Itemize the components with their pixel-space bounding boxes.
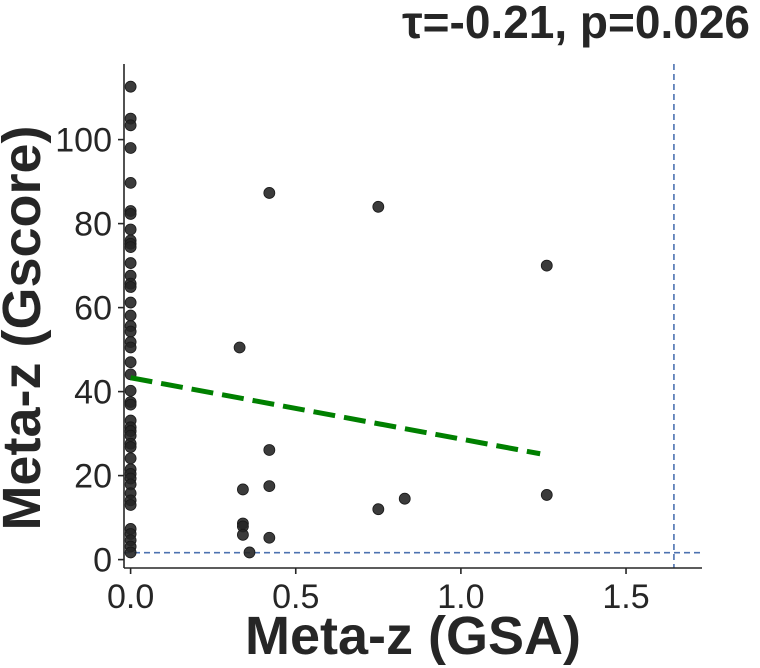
y-axis-title: Meta-z (Gscore) bbox=[0, 125, 52, 530]
y-tick-label: 0 bbox=[93, 542, 112, 580]
data-point bbox=[263, 444, 276, 456]
data-point bbox=[124, 257, 137, 269]
y-tick-label: 20 bbox=[74, 458, 112, 496]
x-tick-label: 0.0 bbox=[107, 578, 154, 616]
data-point bbox=[372, 503, 385, 516]
data-point bbox=[124, 119, 137, 132]
data-point bbox=[233, 341, 246, 354]
data-point bbox=[124, 356, 137, 369]
chart-title: τ=-0.21, p=0.026 bbox=[402, 0, 750, 48]
data-point bbox=[398, 492, 411, 505]
data-point bbox=[263, 187, 276, 199]
data-point bbox=[124, 296, 137, 309]
data-point bbox=[124, 398, 137, 411]
trend-line bbox=[130, 375, 541, 457]
data-point bbox=[263, 480, 276, 493]
data-point bbox=[124, 176, 137, 189]
y-tick-label: 80 bbox=[74, 206, 112, 244]
x-axis-title: Meta-z (GSA) bbox=[245, 606, 581, 666]
data-point bbox=[124, 452, 137, 465]
data-point bbox=[124, 341, 137, 354]
data-point bbox=[124, 309, 137, 322]
data-point bbox=[124, 241, 137, 254]
data-point bbox=[124, 223, 137, 236]
data-point bbox=[540, 259, 553, 272]
x-tick-label: 1.5 bbox=[602, 578, 649, 616]
y-tick-label: 40 bbox=[74, 374, 112, 412]
data-points bbox=[124, 80, 553, 559]
data-point bbox=[124, 325, 137, 338]
data-point bbox=[124, 441, 137, 453]
data-point bbox=[124, 80, 137, 93]
x-axis-ticks: 0.0 0.5 1.0 1.5 bbox=[107, 568, 650, 616]
y-tick-label: 60 bbox=[74, 290, 112, 328]
data-point bbox=[124, 208, 137, 220]
data-point bbox=[243, 546, 256, 559]
data-point bbox=[540, 489, 553, 501]
data-point bbox=[263, 531, 276, 544]
x-tick-label: 0.5 bbox=[272, 578, 319, 616]
x-tick-label: 1.0 bbox=[437, 578, 484, 616]
data-point bbox=[237, 483, 249, 496]
data-point bbox=[124, 499, 137, 511]
data-point bbox=[124, 142, 137, 154]
data-point bbox=[124, 384, 137, 397]
data-point bbox=[372, 200, 385, 213]
data-point bbox=[237, 528, 249, 541]
data-point bbox=[124, 546, 137, 559]
y-axis-ticks: 0 20 40 60 80 100 bbox=[55, 122, 124, 580]
plot-area bbox=[124, 64, 702, 568]
y-tick-label: 100 bbox=[55, 122, 112, 160]
data-point bbox=[124, 281, 137, 293]
